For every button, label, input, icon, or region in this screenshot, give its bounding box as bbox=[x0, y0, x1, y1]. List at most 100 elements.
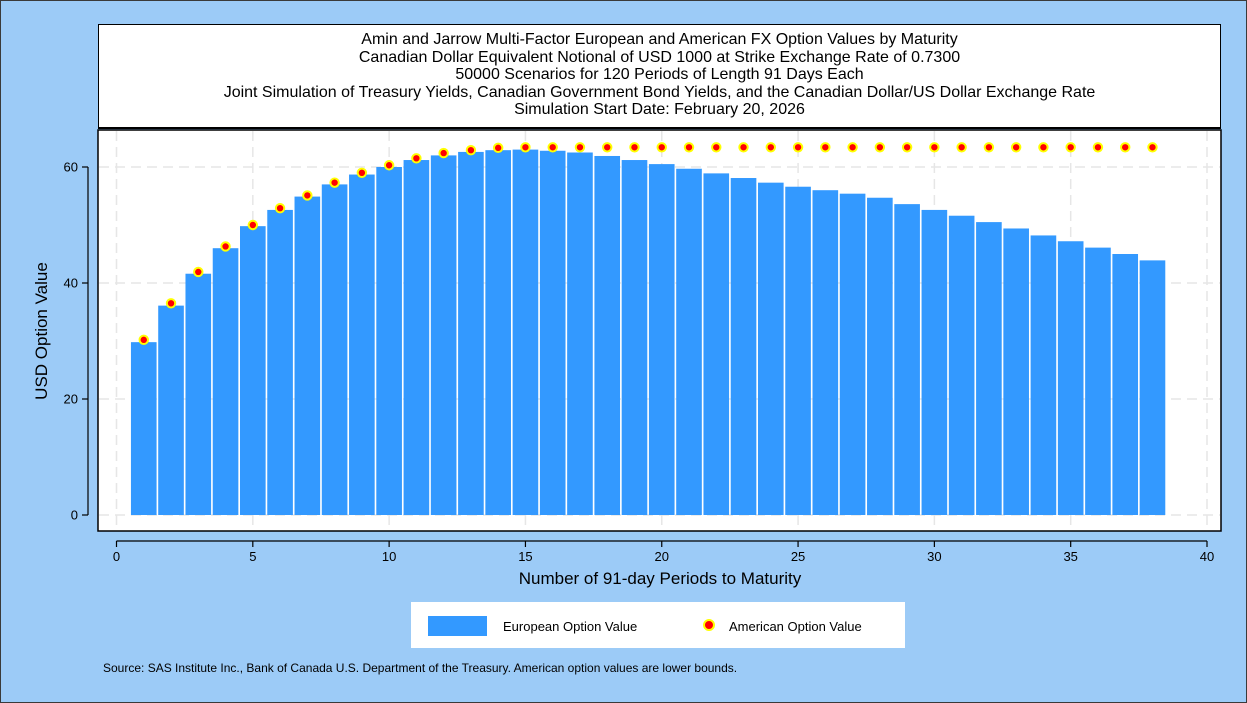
y-tick-label: 20 bbox=[64, 392, 78, 407]
bar bbox=[349, 174, 375, 516]
american-marker bbox=[165, 298, 177, 309]
y-tick-label: 40 bbox=[64, 276, 78, 291]
american-marker bbox=[874, 142, 886, 153]
american-marker bbox=[356, 167, 368, 179]
bar bbox=[648, 164, 675, 515]
bar bbox=[212, 248, 239, 515]
bar bbox=[621, 160, 648, 516]
title-line-4: Joint Simulation of Treasury Yields, Can… bbox=[223, 83, 1096, 101]
bar bbox=[894, 204, 920, 515]
american-marker bbox=[520, 142, 531, 153]
title-line-2: Canadian Dollar Equivalent Notional of U… bbox=[358, 48, 961, 66]
american-marker bbox=[683, 142, 695, 153]
american-marker bbox=[765, 142, 776, 153]
legend-bar-swatch bbox=[428, 616, 487, 636]
bar bbox=[785, 186, 811, 515]
american-marker bbox=[574, 142, 586, 153]
american-marker bbox=[438, 147, 449, 159]
title-line-1: Amin and Jarrow Multi-Factor European an… bbox=[361, 31, 958, 48]
bar bbox=[1057, 241, 1084, 516]
x-axis-label: Number of 91-day Periods to Maturity bbox=[519, 569, 802, 588]
y-axis-label: USD Option Value bbox=[32, 262, 51, 400]
bar bbox=[757, 182, 784, 515]
legend: European Option Value American Option Va… bbox=[411, 602, 905, 648]
american-marker bbox=[220, 241, 231, 252]
bar bbox=[1112, 254, 1139, 515]
bar bbox=[594, 155, 621, 516]
bar bbox=[1085, 247, 1111, 515]
american-marker bbox=[820, 142, 831, 153]
american-marker bbox=[274, 202, 286, 214]
source-note: Source: SAS Institute Inc., Bank of Cana… bbox=[103, 661, 738, 675]
bar bbox=[867, 197, 893, 516]
x-tick-label: 20 bbox=[655, 549, 669, 564]
american-marker bbox=[383, 160, 395, 171]
bar bbox=[676, 168, 702, 516]
bar bbox=[403, 160, 430, 516]
y-axis: 0 20 40 60 bbox=[64, 160, 89, 523]
american-marker bbox=[329, 177, 340, 188]
american-marker bbox=[847, 142, 858, 153]
bar bbox=[130, 342, 157, 515]
american-marker bbox=[792, 142, 804, 153]
x-tick-label: 25 bbox=[791, 549, 805, 564]
legend-dot-marker bbox=[703, 619, 715, 631]
y-tick-label: 0 bbox=[71, 508, 78, 523]
bar bbox=[376, 167, 402, 515]
bar bbox=[1030, 235, 1057, 515]
bar bbox=[839, 193, 866, 515]
american-marker bbox=[956, 142, 967, 153]
american-marker bbox=[547, 142, 558, 153]
american-marker bbox=[602, 142, 613, 153]
legend-european-label: European Option Value bbox=[503, 619, 638, 634]
american-marker bbox=[1120, 142, 1131, 153]
bar bbox=[185, 273, 212, 515]
american-marker bbox=[656, 142, 667, 153]
bar bbox=[812, 190, 839, 515]
x-tick-label: 5 bbox=[249, 549, 256, 564]
american-marker bbox=[1010, 142, 1022, 153]
bar bbox=[730, 178, 757, 515]
bar bbox=[703, 173, 730, 515]
bar bbox=[921, 209, 948, 516]
chart-title-box: Amin and Jarrow Multi-Factor European an… bbox=[98, 24, 1221, 129]
title-line-5: Simulation Start Date: February 20, 2026 bbox=[514, 101, 805, 118]
american-marker bbox=[193, 266, 204, 278]
y-tick-label: 60 bbox=[64, 160, 78, 175]
x-tick-label: 40 bbox=[1200, 549, 1214, 564]
bar bbox=[158, 305, 184, 515]
american-marker bbox=[738, 142, 749, 153]
bar bbox=[567, 152, 593, 515]
bar bbox=[485, 150, 511, 515]
x-axis: 0 5 10 15 20 25 30 35 40 bbox=[113, 540, 1214, 564]
american-marker bbox=[983, 142, 995, 153]
bar bbox=[512, 149, 539, 515]
american-marker bbox=[138, 334, 149, 346]
bar bbox=[458, 151, 484, 516]
bar bbox=[1003, 228, 1029, 516]
american-marker bbox=[1038, 142, 1049, 153]
american-marker bbox=[492, 142, 504, 154]
bar bbox=[267, 209, 293, 516]
title-line-3: 50000 Scenarios for 120 Periods of Lengt… bbox=[455, 66, 864, 83]
american-marker bbox=[465, 144, 477, 156]
x-tick-label: 10 bbox=[382, 549, 396, 564]
american-marker bbox=[247, 219, 259, 231]
bar bbox=[539, 150, 566, 515]
x-tick-label: 35 bbox=[1063, 549, 1077, 564]
x-tick-label: 30 bbox=[927, 549, 941, 564]
markers-layer bbox=[138, 142, 1158, 346]
bars-layer bbox=[130, 149, 1166, 516]
x-tick-label: 0 bbox=[113, 549, 120, 564]
american-marker bbox=[302, 190, 313, 201]
american-marker bbox=[629, 142, 640, 153]
american-marker bbox=[901, 142, 913, 153]
bar bbox=[1139, 260, 1166, 515]
bar bbox=[976, 222, 1002, 515]
bar bbox=[294, 196, 321, 515]
american-marker bbox=[1147, 142, 1158, 153]
x-tick-label: 15 bbox=[518, 549, 532, 564]
bar bbox=[321, 184, 348, 515]
bar bbox=[430, 155, 457, 515]
